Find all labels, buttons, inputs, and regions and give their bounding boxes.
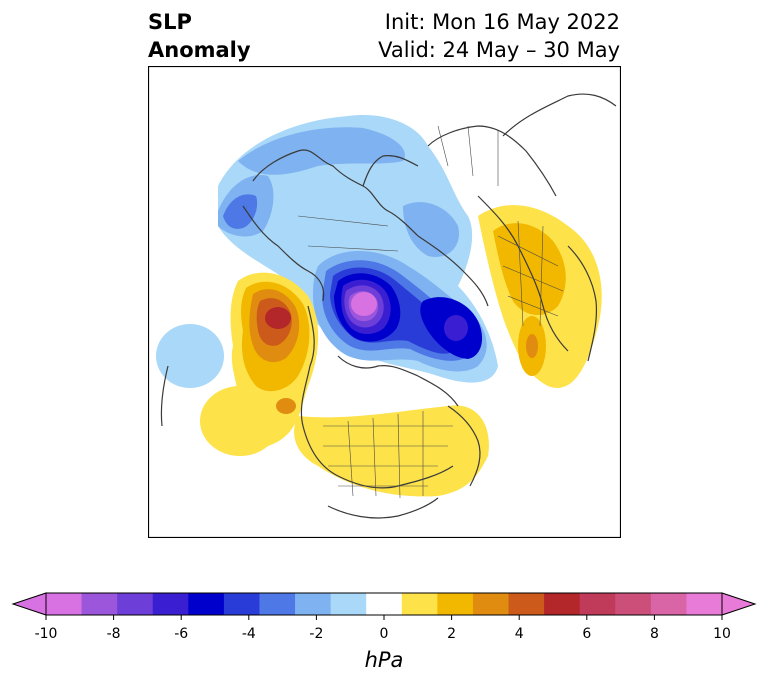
colorbar-tick-label: 4 (515, 626, 524, 642)
colorbar-tick-label: -10 (35, 626, 58, 642)
colorbar-tick-label: -2 (309, 626, 323, 642)
slp-anomaly-map (148, 66, 621, 538)
colorbar-tick-label: 8 (650, 626, 659, 642)
colorbar-segment (330, 593, 367, 615)
colorbar-unit-label: hPa (365, 648, 404, 672)
colorbar-segment (366, 593, 403, 615)
colorbar-tick-label: 6 (582, 626, 591, 642)
title-line-1: SLP (148, 10, 192, 34)
colorbar-tick-label: -4 (242, 626, 256, 642)
colorbar-extend-low (11, 592, 47, 616)
colorbar-tick-label: -8 (107, 626, 121, 642)
colorbar-segment (46, 593, 82, 615)
colorbar-segment (117, 593, 154, 615)
colorbar-segment (81, 593, 118, 615)
colorbar-segment (152, 593, 189, 615)
colorbar-segment (259, 593, 296, 615)
colorbar-segment (437, 593, 474, 615)
colorbar-segment (295, 593, 332, 615)
colorbar-segment (650, 593, 687, 615)
colorbar-segment (544, 593, 581, 615)
map-frame (148, 66, 621, 538)
colorbar-tick-label: 0 (380, 626, 389, 642)
colorbar: -10 -8 -6 -4 -2 0 2 4 6 8 10 hPa (11, 592, 757, 672)
colorbar-segment (401, 593, 438, 615)
map-title: SLP Anomaly (148, 8, 251, 64)
colorbar-tick-label: 2 (447, 626, 456, 642)
colorbar-segment (615, 593, 652, 615)
colorbar-segment (472, 593, 509, 615)
colorbar-segment (188, 593, 225, 615)
colorbar-tick-label: 10 (713, 626, 731, 642)
colorbar-segment (579, 593, 616, 615)
colorbar-tick-label: -6 (174, 626, 188, 642)
colorbar-segment (508, 593, 545, 615)
init-date: Init: Mon 16 May 2022 (384, 10, 620, 34)
country-borders (297, 125, 564, 499)
colorbar-ticks: -10 -8 -6 -4 -2 0 2 4 6 8 10 (35, 615, 731, 642)
title-line-2: Anomaly (148, 38, 251, 62)
colorbar-extend-high (721, 592, 757, 616)
coastlines (160, 93, 617, 519)
valid-range: Valid: 24 May – 30 May (378, 38, 620, 62)
colorbar-segment (686, 593, 723, 615)
valid-period: Init: Mon 16 May 2022 Valid: 24 May – 30… (378, 8, 620, 64)
positive-anomaly-field (200, 205, 602, 497)
colorbar-segment (223, 593, 260, 615)
colorbar-segments (46, 593, 723, 615)
